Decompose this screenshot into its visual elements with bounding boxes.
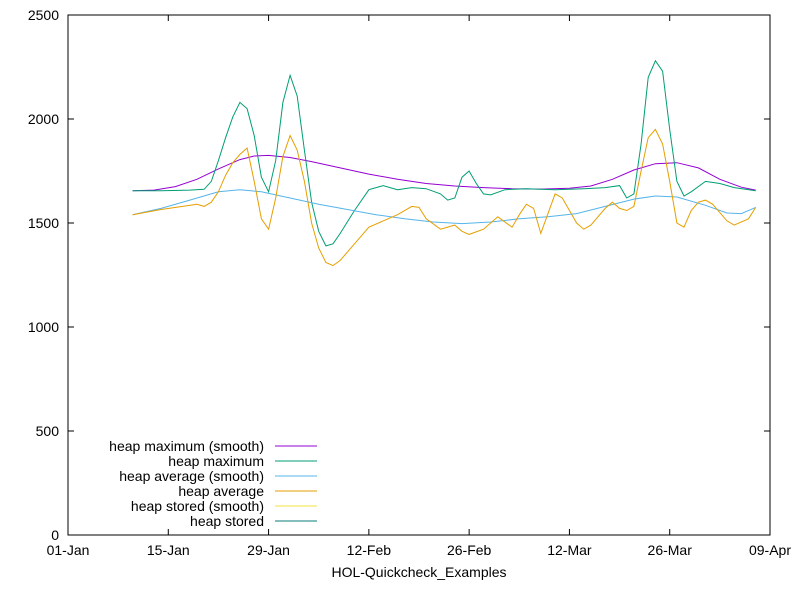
- y-tick-label: 1500: [28, 215, 59, 231]
- y-tick-label: 0: [51, 527, 59, 543]
- legend-label: heap stored (smooth): [131, 498, 264, 514]
- series-line-heap-maximum: [132, 59, 756, 247]
- y-tick-label: 500: [36, 423, 60, 439]
- x-tick-label: 12-Mar: [547, 542, 592, 558]
- legend-label: heap average (smooth): [119, 468, 264, 484]
- x-tick-label: 26-Feb: [447, 542, 492, 558]
- legend-label: heap maximum (smooth): [109, 438, 264, 454]
- x-tick-label: 12-Feb: [347, 542, 392, 558]
- x-axis: 01-Jan 15-Jan 29-Jan 12-Feb 26-Feb 12-Mar 26-M…: [47, 15, 791, 558]
- x-tick-label: 01-Jan: [47, 542, 90, 558]
- x-tick-label: 29-Jan: [247, 542, 290, 558]
- series-line-heap-maximum-smooth: [132, 154, 756, 192]
- x-tick-label: 09-Apr: [749, 542, 791, 558]
- legend-label: heap average: [178, 483, 264, 499]
- x-axis-title: HOL-Quickcheck_Examples: [331, 564, 506, 580]
- series-line-heap-average: [132, 128, 757, 267]
- x-tick-label: 15-Jan: [147, 542, 190, 558]
- y-tick-label: 1000: [28, 319, 59, 335]
- y-tick-label: 2000: [28, 111, 59, 127]
- y-axis: 0 500 1000 1500 2000 2500: [28, 7, 770, 543]
- legend-label: heap stored: [190, 513, 264, 529]
- series-layer: [132, 59, 757, 267]
- plot-frame: [67, 14, 771, 536]
- x-tick-label: 26-Mar: [648, 542, 693, 558]
- series-line-heap-average-smooth: [132, 189, 756, 225]
- y-tick-label: 2500: [28, 7, 59, 23]
- legend-label: heap maximum: [168, 453, 264, 469]
